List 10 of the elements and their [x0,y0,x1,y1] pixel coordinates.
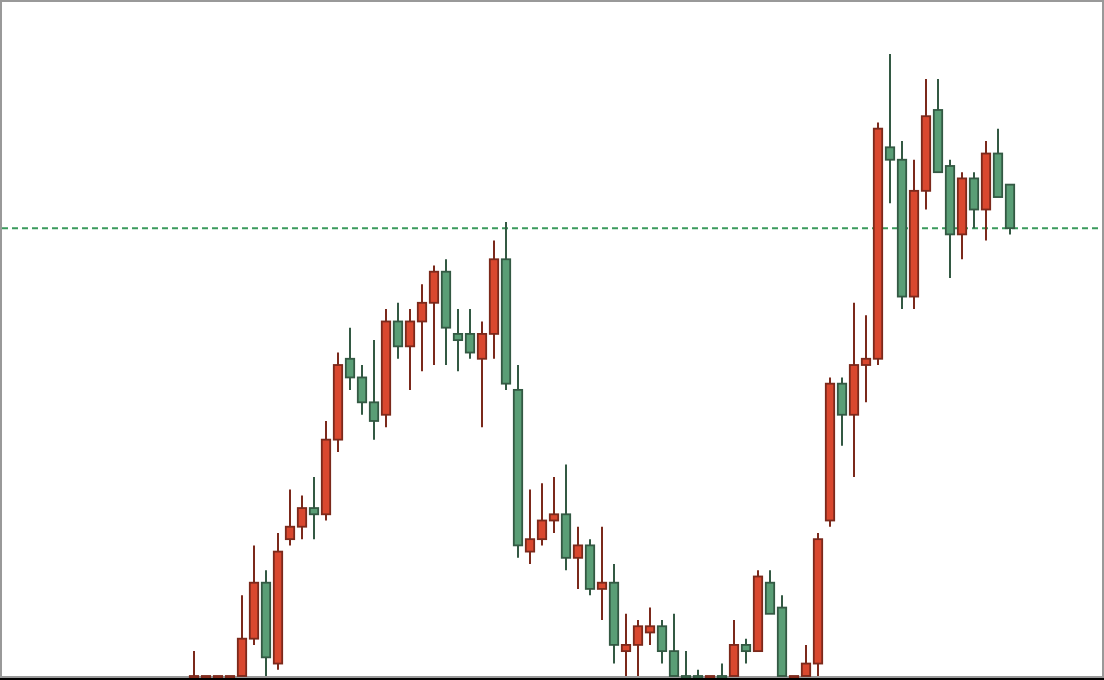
candlestick [728,619,740,677]
candlestick [560,463,572,572]
candlestick [572,525,584,590]
candlestick [308,475,320,541]
candlestick [596,525,608,622]
candlestick [740,637,752,665]
candlestick [968,171,980,230]
candlestick [392,301,404,360]
candlestick [584,538,596,597]
candlestick [836,376,848,447]
